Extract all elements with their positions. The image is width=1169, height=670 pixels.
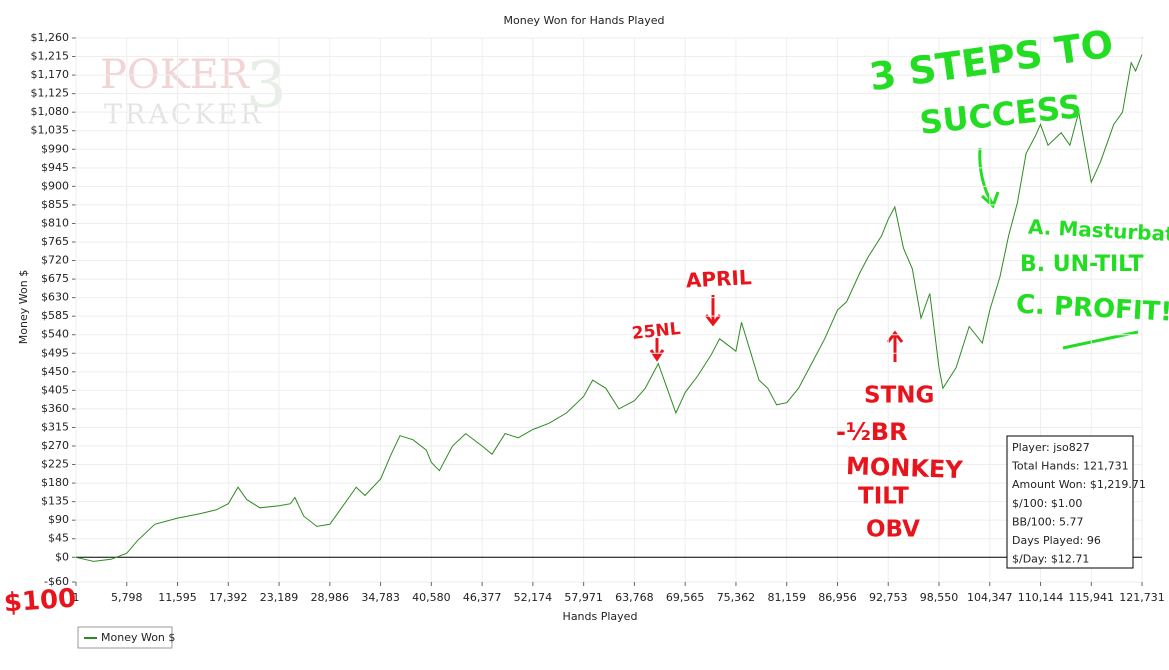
y-tick-label: $450 [41, 365, 69, 378]
y-tick-label: $0 [55, 550, 69, 563]
y-tick-label: $225 [41, 458, 69, 471]
x-tick-label: 57,971 [564, 591, 603, 604]
stats-line: Player: jso827 [1012, 441, 1090, 454]
y-tick-label: $585 [41, 309, 69, 322]
annotation: -½BR [836, 418, 908, 446]
chart-title: Money Won for Hands Played [504, 14, 665, 27]
x-tick-label: 46,377 [463, 591, 502, 604]
x-tick-label: 69,565 [666, 591, 705, 604]
x-tick-label: 1 [73, 591, 80, 604]
y-tick-label: $45 [48, 532, 69, 545]
annotation: STNG [864, 383, 934, 409]
y-tick-label: $1,080 [31, 105, 70, 118]
y-tick-label: $315 [41, 420, 69, 433]
y-tick-label: $495 [41, 346, 69, 359]
y-tick-label: $630 [41, 291, 69, 304]
x-tick-label: 28,986 [311, 591, 350, 604]
y-tick-label: $180 [41, 476, 69, 489]
y-tick-label: $90 [48, 513, 69, 526]
y-tick-label: $1,035 [31, 124, 70, 137]
x-axis-title: Hands Played [563, 610, 638, 623]
x-tick-label: 110,144 [1018, 591, 1064, 604]
y-tick-label: $1,170 [31, 68, 70, 81]
line [75, 54, 1143, 562]
y-tick-label: $135 [41, 495, 69, 508]
annotation: $100 [3, 583, 77, 618]
x-tick-label: 5,798 [111, 591, 143, 604]
stats-box [1006, 435, 1134, 569]
y-tick-label: $990 [41, 142, 69, 155]
x-tick-label: 81,159 [767, 591, 806, 604]
y-tick-label: $675 [41, 272, 69, 285]
y-tick-label: $1,260 [31, 31, 70, 44]
y-axis-title: Money Won $ [17, 270, 30, 344]
annotation: TILT [858, 484, 909, 510]
x-tick-label: 121,731 [1119, 591, 1165, 604]
watermark: 3 [246, 49, 287, 123]
stats-line: Amount Won: $1,219.71 [1012, 478, 1146, 491]
y-tick-label: $810 [41, 216, 69, 229]
legend-label: Money Won $ [101, 631, 175, 644]
legend [77, 626, 173, 649]
stats-line: $/100: $1.00 [1012, 497, 1082, 510]
x-tick-label: 104,347 [967, 591, 1013, 604]
y-tick-label: $405 [41, 383, 69, 396]
watermark: TRACKER [104, 100, 264, 131]
x-tick-label: 75,362 [717, 591, 756, 604]
x-tick-label: 98,550 [920, 591, 959, 604]
y-tick-label: $360 [41, 402, 69, 415]
x-tick-label: 40,580 [412, 591, 451, 604]
y-tick-label: -$60 [44, 575, 69, 588]
stats-line: BB/100: 5.77 [1012, 515, 1084, 528]
annotation: B. UN-TILT [1020, 252, 1144, 277]
y-tick-label: $765 [41, 235, 69, 248]
y-tick-label: $855 [41, 198, 69, 211]
x-tick-label: 17,392 [209, 591, 248, 604]
x-tick-label: 23,189 [260, 591, 299, 604]
annotation: OBV [866, 517, 920, 543]
annotation: MONKEY [846, 452, 964, 484]
y-tick-label: $1,125 [31, 87, 70, 100]
y-tick-label: $540 [41, 328, 69, 341]
x-tick-label: 63,768 [615, 591, 654, 604]
x-tick-label: 34,783 [361, 591, 400, 604]
annotation: APRIL [685, 265, 752, 292]
x-tick-label: 11,595 [158, 591, 197, 604]
x-tick-label: 92,753 [869, 591, 908, 604]
stats-line: Total Hands: 121,731 [1011, 460, 1129, 473]
y-tick-label: $1,215 [31, 50, 70, 63]
stats-line: $/Day: $12.71 [1012, 553, 1089, 566]
y-tick-label: $900 [41, 179, 69, 192]
y-tick-label: $720 [41, 254, 69, 267]
x-tick-label: 86,956 [818, 591, 857, 604]
x-tick-label: 115,941 [1069, 591, 1115, 604]
stats-line: Days Played: 96 [1012, 534, 1101, 547]
x-tick-label: 52,174 [514, 591, 553, 604]
y-tick-label: $945 [41, 161, 69, 174]
y-tick-label: $270 [41, 439, 69, 452]
